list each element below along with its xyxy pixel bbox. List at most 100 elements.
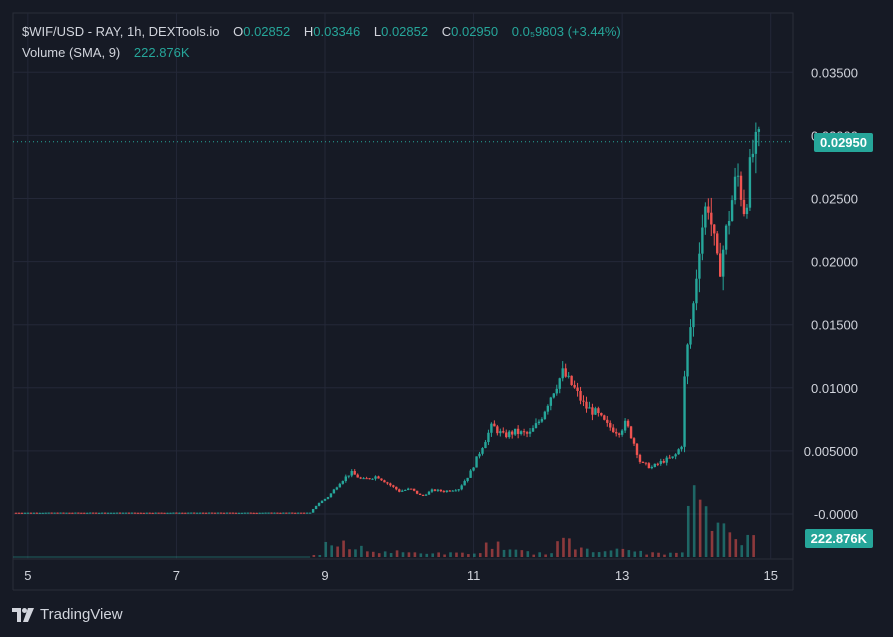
candle-body: [41, 512, 44, 514]
volume-bar: [651, 552, 654, 557]
candle-body: [710, 212, 713, 225]
candle-body: [231, 512, 235, 514]
volume-bar: [740, 545, 744, 557]
candle-body: [166, 512, 169, 514]
candle-body: [65, 512, 68, 514]
volume-bar: [508, 549, 512, 557]
candle-body: [389, 483, 392, 486]
candle-body: [317, 503, 321, 506]
candle-body: [207, 512, 211, 514]
candle-body: [674, 454, 677, 457]
volume-bar: [324, 541, 328, 557]
candle-body: [145, 512, 148, 514]
candle-body: [392, 485, 395, 487]
volume-bar: [597, 552, 601, 557]
candle-body: [127, 512, 131, 514]
candle-body: [228, 512, 232, 514]
volume-bar: [752, 535, 755, 557]
volume-bar: [681, 552, 684, 557]
volume-bar: [556, 541, 559, 557]
candle-body: [448, 490, 451, 492]
candle-body: [632, 438, 636, 444]
candle-body: [511, 431, 514, 435]
y-tick-label: 0.01500: [811, 318, 858, 333]
candle-body: [398, 489, 401, 492]
candle-body: [395, 486, 398, 490]
candle-body: [716, 233, 719, 254]
volume-bar: [722, 523, 726, 557]
candle-body: [475, 456, 478, 468]
candle-body: [606, 419, 609, 423]
candle-body: [151, 512, 154, 514]
change-value: 0.0₅9803 (+3.44%): [511, 24, 621, 39]
candle-body: [282, 512, 285, 514]
volume-bar: [318, 555, 322, 557]
candle-body: [83, 512, 86, 514]
candle-body: [252, 512, 255, 514]
candle-body: [698, 253, 701, 279]
candle-body: [561, 368, 564, 379]
volume-bar: [734, 539, 738, 557]
candle-body: [264, 512, 267, 514]
candle-body: [311, 509, 315, 513]
candle-body: [154, 512, 157, 514]
candle-body: [112, 512, 116, 514]
candle-body: [246, 512, 249, 514]
candle-body: [201, 512, 205, 514]
candle-body: [742, 199, 746, 215]
volume-bar: [514, 549, 518, 557]
volume-bar: [603, 551, 607, 557]
candle-body: [97, 512, 101, 514]
candle-body: [415, 490, 419, 494]
tradingview-logo[interactable]: TradingView: [12, 606, 123, 623]
candle-body: [555, 388, 558, 394]
candle-body: [50, 512, 53, 514]
candle-body: [454, 490, 457, 492]
candle-body: [371, 478, 374, 480]
volume-bar: [591, 552, 595, 557]
candle-body: [505, 432, 508, 438]
candle-body: [29, 512, 33, 514]
candle-body: [721, 249, 725, 277]
candle-body: [409, 488, 413, 490]
candle-body: [172, 512, 175, 514]
candle-body: [427, 491, 431, 495]
candle-body: [424, 494, 428, 496]
candle-body: [686, 344, 689, 377]
candle-body: [626, 420, 630, 427]
y-tick-label: 0.01000: [811, 381, 858, 396]
candle-body: [199, 512, 202, 514]
candle-body: [213, 512, 217, 514]
volume-bar: [627, 550, 631, 557]
candle-body: [576, 387, 579, 391]
candle-body: [86, 512, 89, 514]
candle-body: [620, 430, 624, 435]
candle-body: [359, 477, 362, 479]
candle-body: [59, 512, 62, 514]
volume-bar: [413, 552, 417, 557]
candle-body: [751, 153, 755, 158]
candle-body: [80, 512, 83, 514]
volume-bar: [663, 554, 666, 557]
candle-body: [745, 207, 749, 215]
candle-body: [713, 224, 716, 234]
volume-bar: [692, 485, 696, 557]
candle-body: [240, 512, 243, 514]
volume-bar: [639, 550, 643, 557]
x-tick-label: 7: [173, 568, 180, 583]
candle-body: [418, 493, 422, 495]
candle-body: [662, 461, 665, 463]
volume-bar: [669, 552, 672, 557]
volume-bar: [443, 554, 446, 557]
volume-bar: [473, 553, 476, 557]
candle-body: [347, 475, 350, 477]
volume-bar: [716, 522, 720, 557]
candle-body: [368, 478, 371, 480]
candle-body: [124, 512, 128, 514]
close-value: 0.02950: [451, 24, 499, 39]
volume-bar: [538, 552, 541, 557]
candle-body: [558, 378, 561, 389]
candle-body: [377, 476, 380, 479]
candle-body: [181, 512, 184, 514]
